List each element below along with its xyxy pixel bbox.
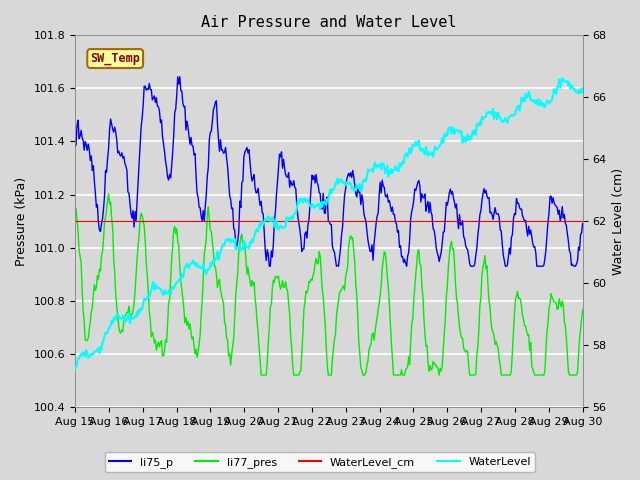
Title: Air Pressure and Water Level: Air Pressure and Water Level [201, 15, 456, 30]
Y-axis label: Water Level (cm): Water Level (cm) [612, 168, 625, 275]
Y-axis label: Pressure (kPa): Pressure (kPa) [15, 177, 28, 265]
Text: SW_Temp: SW_Temp [90, 52, 140, 65]
Legend: li75_p, li77_pres, WaterLevel_cm, WaterLevel: li75_p, li77_pres, WaterLevel_cm, WaterL… [104, 452, 536, 472]
